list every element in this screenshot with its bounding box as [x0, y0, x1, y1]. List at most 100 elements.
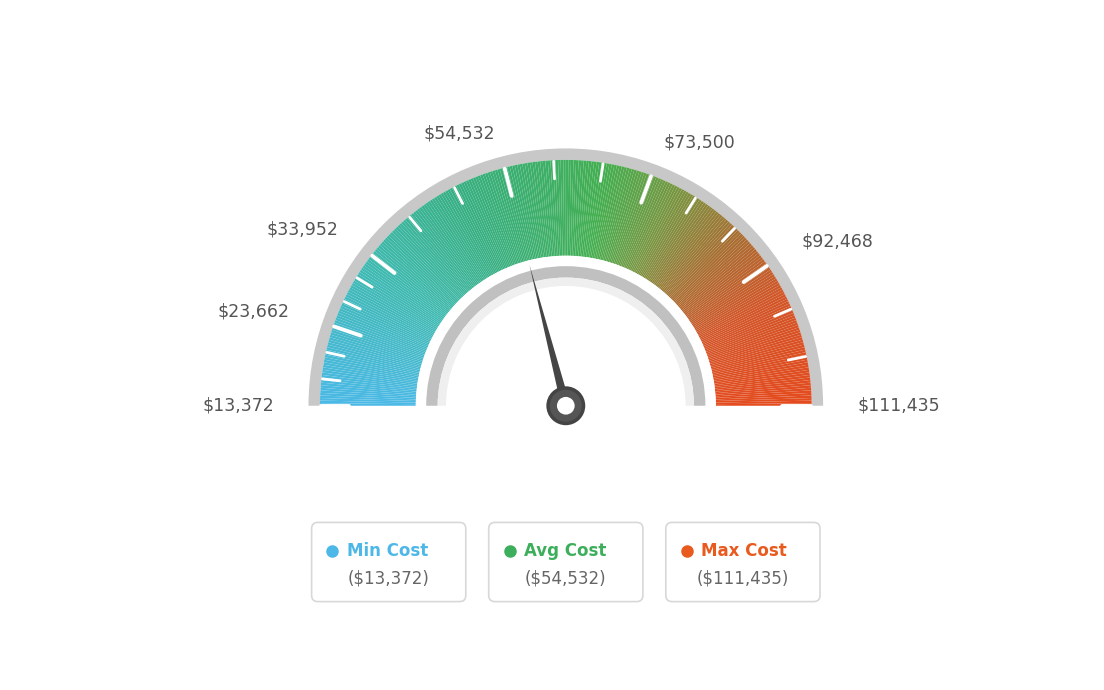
Wedge shape [343, 299, 431, 342]
Wedge shape [425, 202, 481, 283]
Wedge shape [681, 249, 757, 311]
Wedge shape [619, 176, 656, 266]
Wedge shape [658, 211, 719, 288]
Wedge shape [675, 235, 745, 303]
Wedge shape [661, 216, 724, 291]
Wedge shape [606, 169, 635, 262]
Wedge shape [405, 218, 469, 292]
Wedge shape [594, 164, 615, 259]
Wedge shape [654, 207, 712, 285]
Wedge shape [676, 237, 746, 304]
Wedge shape [330, 335, 422, 364]
Wedge shape [331, 330, 423, 361]
Wedge shape [712, 355, 807, 376]
Wedge shape [650, 202, 707, 283]
Wedge shape [476, 176, 512, 266]
Wedge shape [673, 234, 743, 302]
Wedge shape [580, 161, 592, 257]
Wedge shape [510, 166, 533, 259]
Wedge shape [683, 253, 760, 314]
Wedge shape [649, 201, 704, 282]
Wedge shape [575, 160, 584, 256]
Wedge shape [561, 160, 564, 256]
Wedge shape [373, 251, 449, 313]
Wedge shape [637, 189, 684, 275]
Wedge shape [714, 373, 809, 387]
Wedge shape [514, 165, 537, 259]
Wedge shape [710, 339, 804, 367]
Wedge shape [714, 377, 810, 390]
Wedge shape [417, 208, 476, 286]
Wedge shape [643, 194, 693, 277]
Wedge shape [615, 174, 649, 264]
Wedge shape [410, 215, 471, 290]
Wedge shape [335, 320, 425, 355]
Text: $73,500: $73,500 [664, 133, 735, 151]
Wedge shape [705, 317, 796, 353]
Wedge shape [605, 168, 631, 262]
Wedge shape [403, 219, 468, 293]
Wedge shape [664, 219, 729, 293]
Wedge shape [320, 385, 416, 395]
Wedge shape [322, 373, 417, 387]
Wedge shape [715, 393, 811, 400]
Wedge shape [618, 175, 654, 266]
Wedge shape [665, 221, 731, 294]
Wedge shape [651, 204, 709, 284]
Circle shape [556, 397, 575, 415]
Wedge shape [624, 179, 664, 268]
Wedge shape [321, 383, 416, 393]
Wedge shape [490, 171, 521, 263]
Wedge shape [495, 170, 524, 262]
Wedge shape [423, 204, 480, 284]
Wedge shape [505, 167, 530, 260]
Wedge shape [367, 259, 445, 317]
Wedge shape [691, 270, 772, 324]
Wedge shape [715, 395, 811, 401]
Wedge shape [361, 268, 442, 323]
Wedge shape [712, 350, 806, 373]
Wedge shape [680, 247, 755, 310]
Wedge shape [598, 166, 622, 259]
Wedge shape [385, 237, 456, 304]
Wedge shape [702, 304, 790, 345]
Wedge shape [667, 225, 734, 297]
Wedge shape [559, 160, 563, 256]
Wedge shape [329, 337, 422, 366]
Wedge shape [715, 403, 811, 406]
Wedge shape [522, 164, 541, 258]
Wedge shape [700, 294, 786, 339]
Wedge shape [617, 175, 651, 265]
Wedge shape [482, 174, 517, 264]
Wedge shape [325, 355, 420, 376]
Wedge shape [478, 175, 513, 266]
Wedge shape [639, 192, 689, 276]
Wedge shape [394, 228, 461, 299]
Wedge shape [612, 172, 645, 264]
Text: ($111,435): ($111,435) [697, 570, 789, 588]
Wedge shape [712, 352, 806, 375]
Wedge shape [640, 193, 691, 277]
Wedge shape [429, 199, 484, 281]
Wedge shape [708, 327, 799, 359]
Wedge shape [677, 239, 749, 306]
Wedge shape [492, 170, 522, 263]
Wedge shape [714, 375, 810, 388]
Wedge shape [360, 270, 440, 324]
Wedge shape [707, 320, 797, 355]
Wedge shape [682, 251, 758, 313]
Wedge shape [386, 235, 457, 303]
Wedge shape [344, 297, 432, 340]
Text: Min Cost: Min Cost [347, 542, 428, 560]
Wedge shape [351, 283, 436, 332]
Wedge shape [646, 198, 700, 280]
Wedge shape [713, 362, 808, 381]
Wedge shape [583, 161, 596, 257]
Wedge shape [517, 164, 538, 259]
Wedge shape [715, 383, 810, 393]
Wedge shape [666, 223, 732, 295]
Wedge shape [687, 259, 765, 317]
Wedge shape [711, 342, 804, 368]
Wedge shape [374, 249, 450, 311]
Wedge shape [459, 184, 502, 270]
